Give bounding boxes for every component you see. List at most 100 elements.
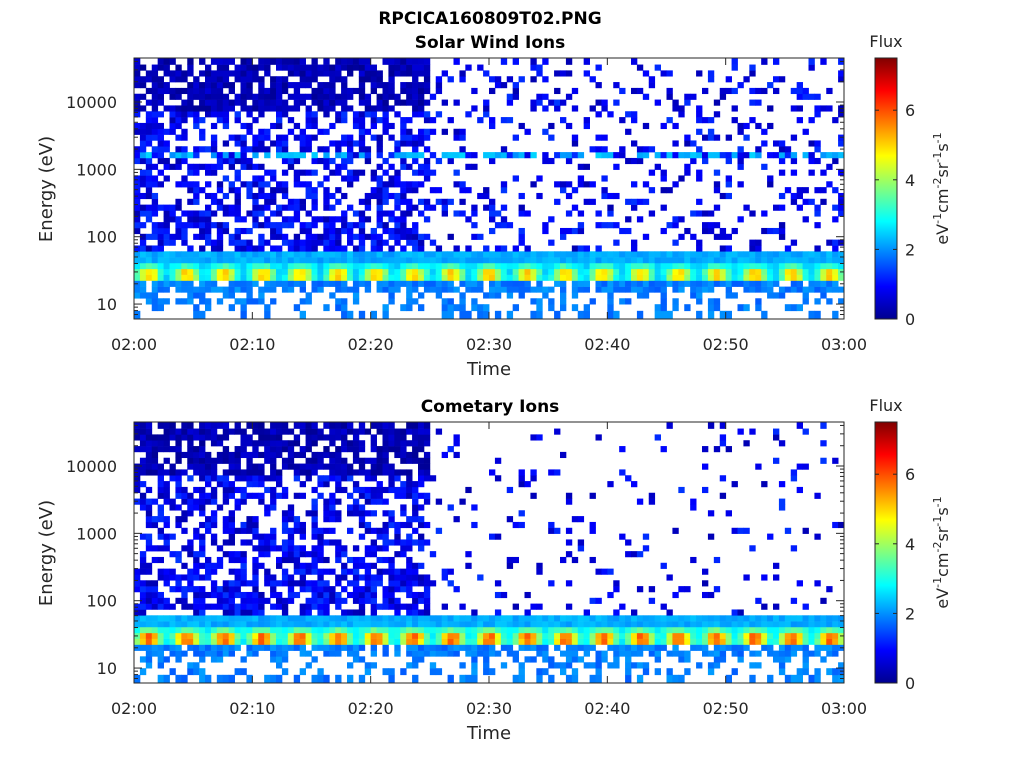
heatmap-cell bbox=[400, 574, 407, 581]
heatmap-cell bbox=[554, 280, 561, 287]
heatmap-cell bbox=[429, 128, 437, 135]
heatmap-cell bbox=[193, 286, 200, 293]
heatmap-cell bbox=[270, 210, 277, 217]
heatmap-cell bbox=[347, 134, 354, 141]
heatmap-cell bbox=[134, 621, 141, 628]
heatmap-cell bbox=[778, 76, 786, 83]
heatmap-cell bbox=[832, 257, 839, 264]
heatmap-cell bbox=[565, 539, 573, 546]
heatmap-cell bbox=[489, 292, 496, 299]
heatmap-cell bbox=[364, 233, 372, 240]
heatmap-cell bbox=[264, 274, 271, 281]
heatmap-cell bbox=[423, 609, 431, 616]
heatmap-cell bbox=[761, 227, 768, 235]
heatmap-cell bbox=[743, 632, 750, 639]
heatmap-cell bbox=[329, 440, 336, 447]
heatmap-cell bbox=[512, 656, 519, 663]
heatmap-cell bbox=[210, 163, 218, 170]
heatmap-cell bbox=[494, 82, 502, 89]
heatmap-cell bbox=[642, 233, 650, 240]
heatmap-cell bbox=[370, 192, 377, 200]
heatmap-cell bbox=[838, 521, 845, 529]
heatmap-cell bbox=[459, 274, 466, 281]
heatmap-cell bbox=[210, 262, 218, 270]
heatmap-cell bbox=[258, 233, 265, 240]
heatmap-cell bbox=[145, 122, 153, 130]
heatmap-cell bbox=[489, 274, 496, 281]
heatmap-cell bbox=[352, 586, 360, 593]
heatmap-cell bbox=[157, 568, 164, 575]
heatmap-cell bbox=[554, 428, 561, 435]
heatmap-cell bbox=[270, 233, 277, 240]
heatmap-cell bbox=[441, 286, 448, 293]
heatmap-cell bbox=[423, 87, 431, 95]
heatmap-cell bbox=[329, 527, 336, 534]
heatmap-cell bbox=[335, 268, 342, 275]
heatmap-cell bbox=[684, 280, 691, 287]
heatmap-cell bbox=[400, 134, 407, 141]
heatmap-cell bbox=[489, 210, 496, 217]
heatmap-cell bbox=[145, 157, 153, 165]
heatmap-cell bbox=[305, 626, 312, 634]
heatmap-cell bbox=[311, 187, 318, 194]
heatmap-cell bbox=[199, 656, 206, 663]
heatmap-cell bbox=[672, 674, 679, 684]
heatmap-cell bbox=[388, 122, 395, 130]
heatmap-cell bbox=[193, 469, 200, 476]
heatmap-cell bbox=[305, 632, 312, 639]
heatmap-cell bbox=[465, 626, 472, 634]
heatmap-cell bbox=[145, 262, 153, 270]
heatmap-cell bbox=[157, 93, 164, 100]
heatmap-cell bbox=[406, 268, 413, 275]
heatmap-cell bbox=[536, 310, 543, 320]
heatmap-cell bbox=[518, 76, 525, 83]
heatmap-cell bbox=[246, 434, 253, 441]
heatmap-cell bbox=[157, 481, 164, 488]
heatmap-cell bbox=[435, 292, 443, 299]
heatmap-cell bbox=[382, 58, 389, 65]
heatmap-cell bbox=[169, 574, 176, 581]
heatmap-cell bbox=[423, 463, 431, 470]
heatmap-cell bbox=[494, 280, 502, 287]
heatmap-cell bbox=[358, 210, 366, 217]
heatmap-cell bbox=[246, 674, 253, 684]
heatmap-cell bbox=[187, 644, 194, 651]
heatmap-cell bbox=[666, 615, 673, 622]
heatmap-cell bbox=[743, 527, 750, 534]
heatmap-cell bbox=[737, 638, 744, 645]
heatmap-cell bbox=[666, 117, 673, 124]
heatmap-cell bbox=[311, 268, 318, 275]
heatmap-cell bbox=[435, 650, 443, 657]
heatmap-cell bbox=[187, 58, 194, 65]
heatmap-cell bbox=[512, 556, 519, 564]
heatmap-cell bbox=[725, 615, 732, 622]
heatmap-cell bbox=[796, 674, 803, 684]
heatmap-cell bbox=[305, 274, 312, 281]
heatmap-cell bbox=[317, 274, 324, 281]
heatmap-cell bbox=[335, 286, 342, 293]
heatmap-cell bbox=[234, 216, 241, 223]
heatmap-cell bbox=[151, 262, 159, 270]
heatmap-cell bbox=[826, 615, 833, 622]
heatmap-cell bbox=[287, 163, 295, 170]
heatmap-cell bbox=[453, 650, 460, 657]
heatmap-cell bbox=[169, 216, 176, 223]
heatmap-cell bbox=[784, 274, 792, 281]
heatmap-cell bbox=[234, 568, 241, 575]
heatmap-cell bbox=[459, 674, 466, 684]
heatmap-cell bbox=[175, 251, 182, 258]
heatmap-cell bbox=[696, 105, 703, 112]
heatmap-cell bbox=[222, 286, 230, 293]
heatmap-cell bbox=[199, 298, 206, 305]
heatmap-cell bbox=[595, 597, 602, 604]
heatmap-cell bbox=[518, 192, 525, 200]
heatmap-cell bbox=[311, 122, 318, 130]
heatmap-cell bbox=[370, 662, 377, 669]
heatmap-cell bbox=[169, 233, 176, 240]
heatmap-cell bbox=[666, 310, 673, 320]
heatmap-cell bbox=[412, 580, 419, 587]
heatmap-cell bbox=[394, 169, 401, 176]
heatmap-cell bbox=[418, 105, 425, 112]
heatmap-cell bbox=[820, 656, 827, 663]
heatmap-cell bbox=[341, 457, 348, 464]
